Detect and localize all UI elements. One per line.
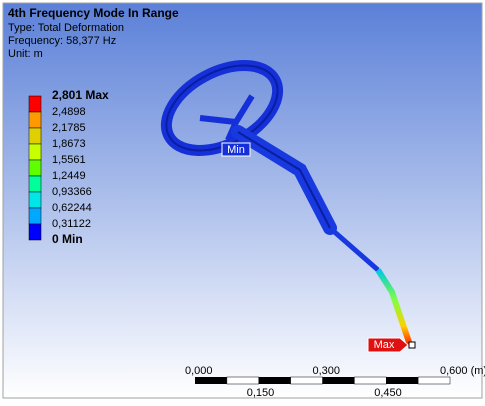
scale-segment xyxy=(354,377,386,384)
scale-segment xyxy=(291,377,323,384)
legend-swatch xyxy=(29,144,41,160)
legend-swatch xyxy=(29,176,41,192)
unit: Unit: m xyxy=(8,48,43,60)
scale-segment xyxy=(323,377,355,384)
legend-swatch xyxy=(29,208,41,224)
scale-segment xyxy=(259,377,291,384)
legend-swatch xyxy=(29,128,41,144)
scale-segment xyxy=(195,377,227,384)
legend-label: 2,1785 xyxy=(52,122,86,134)
legend-label: 0 Min xyxy=(52,232,83,246)
legend-label: 1,2449 xyxy=(52,170,86,182)
max-label: Max xyxy=(374,339,395,351)
viewport: Min Max 4th Frequency Mode In Range Type… xyxy=(0,0,485,401)
scale-label: 0,450 xyxy=(374,387,402,399)
page: Min Max 4th Frequency Mode In Range Type… xyxy=(0,0,485,401)
legend-label: 0,93366 xyxy=(52,186,92,198)
legend-swatch xyxy=(29,192,41,208)
scale-label: 0,150 xyxy=(247,387,275,399)
scale-label: 0,600 (m) xyxy=(440,365,485,377)
legend-label: 0,31122 xyxy=(52,218,91,230)
legend-label: 1,8673 xyxy=(52,138,86,150)
frequency: Frequency: 58,377 Hz xyxy=(8,35,116,47)
type: Type: Total Deformation xyxy=(8,22,124,34)
scale-segment xyxy=(386,377,418,384)
scale-label: 0,300 xyxy=(313,365,341,377)
legend-swatch xyxy=(29,112,41,128)
legend-label: 0,62244 xyxy=(52,202,92,214)
min-label: Min xyxy=(227,144,245,156)
title: 4th Frequency Mode In Range xyxy=(8,6,179,20)
legend-swatch xyxy=(29,224,41,240)
scale-label: 0,000 xyxy=(185,365,213,377)
legend-swatch xyxy=(29,160,41,176)
legend-label: 2,801 Max xyxy=(52,88,109,102)
legend-label: 2,4898 xyxy=(52,106,86,118)
scale-segment xyxy=(418,377,450,384)
legend-swatch xyxy=(29,96,41,112)
legend-label: 1,5561 xyxy=(52,154,86,166)
scale-segment xyxy=(227,377,259,384)
